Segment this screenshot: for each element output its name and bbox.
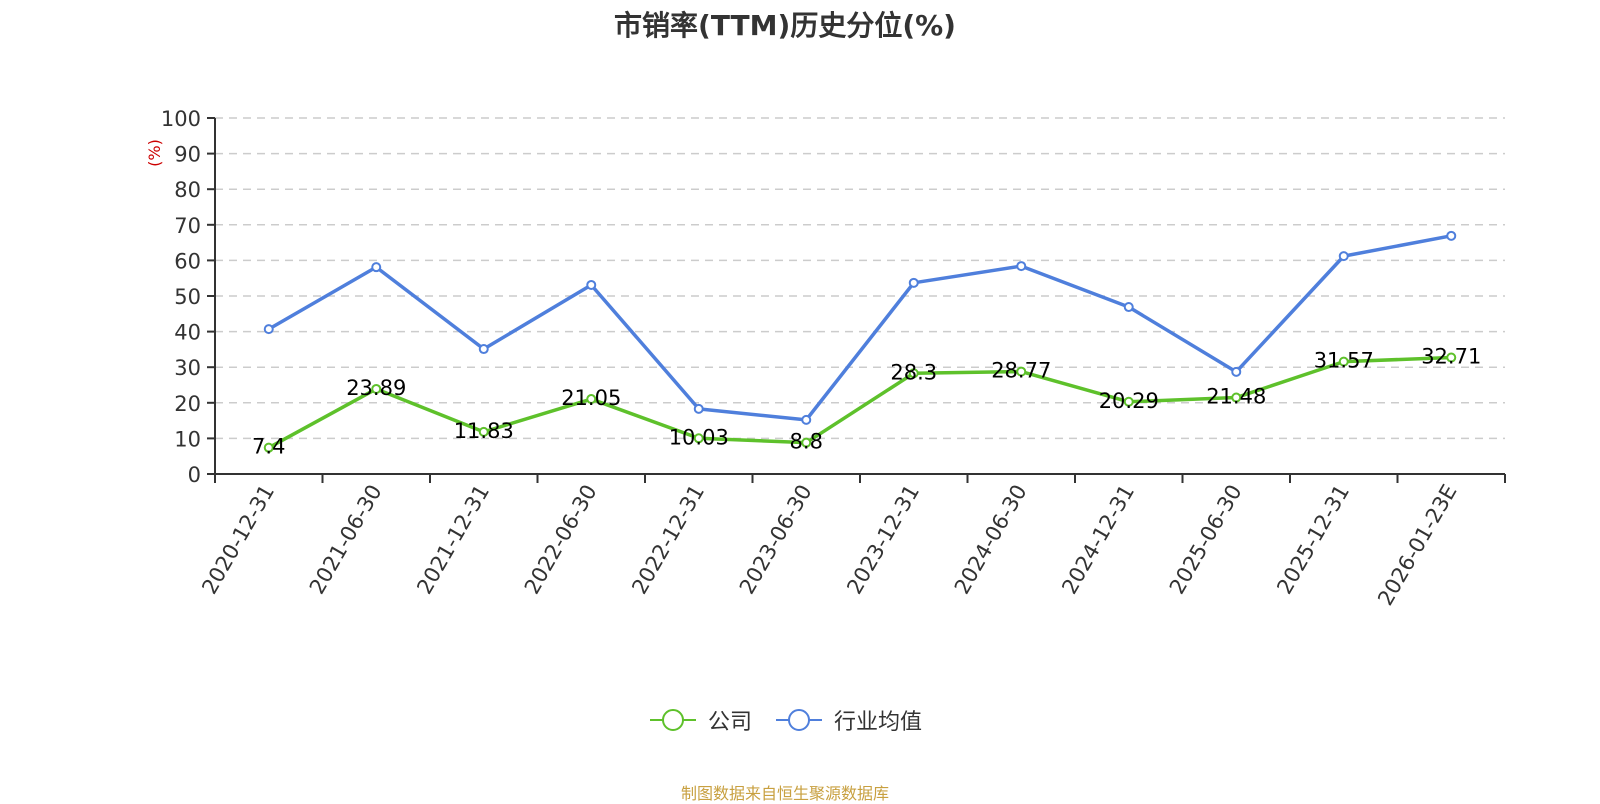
legend-label-company: 公司 bbox=[707, 710, 752, 735]
svg-text:23.89: 23.89 bbox=[346, 376, 406, 400]
svg-text:2023-06-30: 2023-06-30 bbox=[735, 481, 817, 599]
grid-lines bbox=[215, 117, 1505, 440]
company-line-marker-icon bbox=[649, 709, 696, 731]
y-axis: 0 10 20 30 40 50 60 70 80 90 100 bbox=[161, 107, 216, 487]
svg-text:32.71: 32.71 bbox=[1421, 345, 1481, 369]
svg-text:2020-12-31: 2020-12-31 bbox=[197, 481, 279, 599]
svg-text:30: 30 bbox=[174, 356, 201, 380]
svg-text:40: 40 bbox=[174, 321, 201, 345]
svg-text:2022-12-31: 2022-12-31 bbox=[627, 481, 709, 599]
svg-text:2024-12-31: 2024-12-31 bbox=[1057, 481, 1139, 599]
svg-text:2021-12-31: 2021-12-31 bbox=[412, 481, 494, 599]
svg-text:2021-06-30: 2021-06-30 bbox=[305, 481, 387, 599]
chart-title: 市销率(TTM)历史分位(%) bbox=[614, 9, 956, 42]
source-note: 制图数据来自恒生聚源数据库 bbox=[680, 784, 889, 803]
svg-text:80: 80 bbox=[174, 178, 201, 202]
svg-text:31.57: 31.57 bbox=[1314, 349, 1374, 373]
y-axis-label: (%) bbox=[145, 139, 164, 167]
svg-text:100: 100 bbox=[161, 107, 201, 131]
svg-text:10: 10 bbox=[174, 427, 201, 451]
svg-text:28.3: 28.3 bbox=[890, 360, 937, 384]
svg-text:60: 60 bbox=[174, 249, 201, 273]
svg-text:20.29: 20.29 bbox=[1099, 389, 1159, 413]
data-labels: 7.4 23.89 11.83 21.05 10.03 8.8 28.3 28.77 20.29… bbox=[252, 345, 1481, 459]
svg-text:2026-01-23E: 2026-01-23E bbox=[1373, 481, 1461, 610]
svg-text:2023-12-31: 2023-12-31 bbox=[842, 481, 924, 599]
svg-text:8.8: 8.8 bbox=[790, 430, 823, 454]
svg-text:10.03: 10.03 bbox=[669, 425, 729, 449]
legend: 公司 行业均值 bbox=[0, 704, 1570, 736]
svg-text:28.77: 28.77 bbox=[991, 359, 1051, 383]
legend-label-industry: 行业均值 bbox=[834, 710, 923, 735]
svg-text:0: 0 bbox=[188, 463, 201, 487]
legend-item-company[interactable]: 公司 bbox=[648, 704, 752, 736]
svg-text:2025-06-30: 2025-06-30 bbox=[1165, 481, 1247, 599]
industry-line-marker-icon bbox=[776, 709, 822, 731]
series-lines bbox=[263, 230, 1457, 453]
svg-text:50: 50 bbox=[174, 285, 201, 309]
svg-text:21.05: 21.05 bbox=[561, 386, 621, 410]
svg-text:90: 90 bbox=[174, 143, 201, 167]
svg-text:21.48: 21.48 bbox=[1206, 385, 1266, 409]
svg-text:2024-06-30: 2024-06-30 bbox=[950, 481, 1032, 599]
legend-item-industry[interactable]: 行业均值 bbox=[774, 704, 922, 736]
svg-text:2022-06-30: 2022-06-30 bbox=[520, 481, 602, 599]
svg-text:11.83: 11.83 bbox=[454, 419, 514, 443]
svg-text:2025-12-31: 2025-12-31 bbox=[1272, 481, 1354, 599]
svg-text:20: 20 bbox=[174, 392, 201, 416]
svg-text:70: 70 bbox=[174, 214, 201, 238]
x-axis: 2020-12-31 2021-06-30 2021-12-31 2022-06-30… bbox=[197, 473, 1506, 610]
svg-text:7.4: 7.4 bbox=[252, 435, 285, 459]
